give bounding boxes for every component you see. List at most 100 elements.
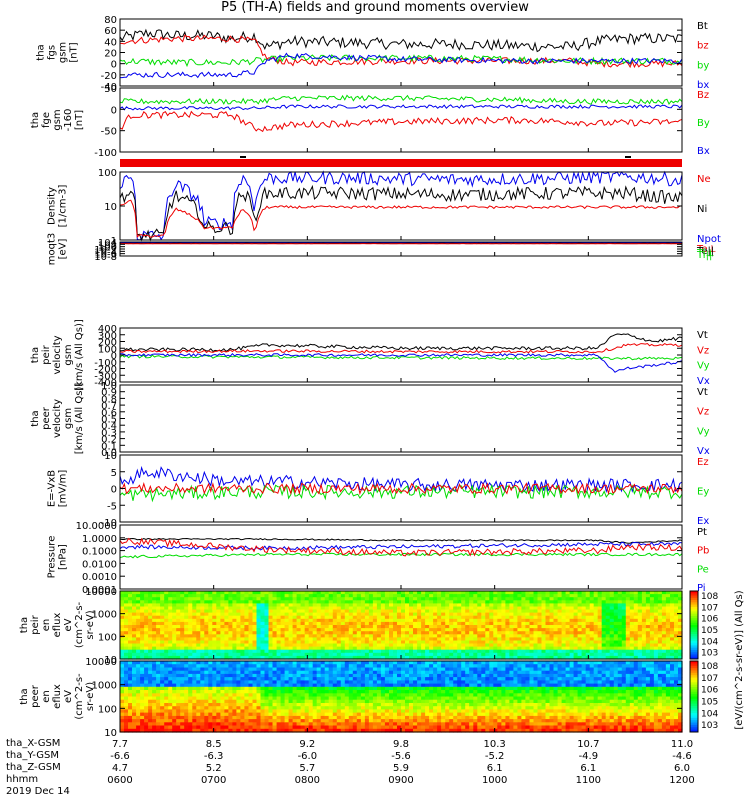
spectrogram-cell [200,664,205,668]
spectrogram-cell [192,722,197,727]
spectrogram-cell [140,621,145,626]
spectrogram-cell [216,606,221,611]
spectrogram-cell [601,600,607,604]
spectrogram-cell [505,634,510,638]
spectrogram-cell [224,728,229,733]
spectrogram-cell [148,591,153,595]
spectrogram-cell [332,670,338,675]
spectrogram-cell [244,719,249,723]
spectrogram-cell [356,680,362,685]
spectrogram-cell [529,634,535,638]
spectrogram-cell [678,640,683,645]
spectrogram-cell [148,649,153,654]
spectrogram-cell [581,634,587,638]
spectrogram-cell [421,615,426,620]
spectrogram-cell [228,661,233,665]
spectrogram-cell [389,699,394,704]
spectrogram-cell [236,693,241,698]
spectrogram-cell [473,621,478,626]
spectrogram-cell [304,706,310,710]
spectrogram-cell [140,631,145,635]
spectrogram-cell [332,712,338,717]
spectrogram-cell [344,640,350,645]
spectrogram-cell [352,670,358,675]
spectrogram-cell [184,693,189,698]
spectrogram-cell [553,637,559,642]
spectrogram-cell [549,643,555,648]
spectrogram-cell [441,640,446,645]
series-pb [119,537,683,557]
spectrogram-cell [505,612,510,617]
spectrogram-cell [144,664,149,668]
spectrogram-cell [521,646,526,651]
spectrogram-cell [156,680,161,685]
spectrogram-cell [356,631,362,635]
spectrogram-cell [300,621,306,626]
spectrogram-cell [360,667,366,672]
spectrogram-cell [240,655,245,660]
spectrogram-cell [601,643,607,648]
spectrogram-cell [248,703,254,707]
spectrogram-cell [397,715,402,720]
spectrogram-cell [240,609,245,614]
spectrogram-cell [364,661,370,665]
spectrogram-cell [128,612,133,617]
spectrogram-cell [661,603,667,608]
spectrogram-cell [176,703,181,707]
spectrogram-cell [437,649,442,654]
spectrogram-cell [340,703,346,707]
spectrogram-cell [120,677,125,681]
spectrogram-cell [678,637,683,642]
spectrogram-cell [437,618,442,623]
spectrogram-cell [324,615,330,620]
spectrogram-cell [501,640,506,645]
spectrogram-cell [168,699,173,704]
spectrogram-cell [152,640,157,645]
spectrogram-cell [477,649,482,654]
spectrogram-cell [292,655,298,660]
spectrogram-cell [292,686,298,691]
spectrogram-cell [637,655,643,660]
spectrogram-cell [352,696,358,701]
spectrogram-cell [208,649,213,654]
spectrogram-cell [674,597,679,601]
spectrogram-cell [661,628,667,632]
spectrogram-cell [617,652,623,657]
spectrogram-cell [485,643,490,648]
spectrogram-cell [244,615,249,620]
spectrogram-cell [336,703,342,707]
spectrogram-cell [140,597,145,601]
spectrogram-cell [148,612,153,617]
spectrogram-cell [200,703,205,707]
spectrogram-cell [260,637,266,642]
spectrogram-cell [561,631,567,635]
spectrogram-cell [280,725,286,730]
spectrogram-cell [384,625,390,629]
spectrogram-cell [264,643,270,648]
spectrogram-cell [256,728,262,733]
spectrogram-cell [352,664,358,668]
spectrogram-cell [324,696,330,701]
spectrogram-cell [653,618,659,623]
spectrogram-cell [493,649,498,654]
spectrogram-cell [389,597,394,601]
spectrogram-cell [324,686,330,691]
spectrogram-cell [393,615,398,620]
spectrogram-cell [384,699,390,704]
spectrogram-cell [216,673,221,678]
spectrogram-cell [332,591,338,595]
spectrogram-cell [148,618,153,623]
spectrogram-cell [220,722,225,727]
spectrogram-cell [260,597,266,601]
spectrogram-cell [168,677,173,681]
spectrogram-cell [264,597,270,601]
spectrogram-cell [629,637,635,642]
spectrogram-cell [260,667,266,672]
spectrogram-cell [196,661,201,665]
spectrogram-cell [172,680,177,685]
spectrogram-cell [585,628,591,632]
spectrogram-cell [409,643,414,648]
spectrogram-cell [653,606,659,611]
spectrogram-cell [352,686,358,691]
spectrogram-cell [308,625,314,629]
